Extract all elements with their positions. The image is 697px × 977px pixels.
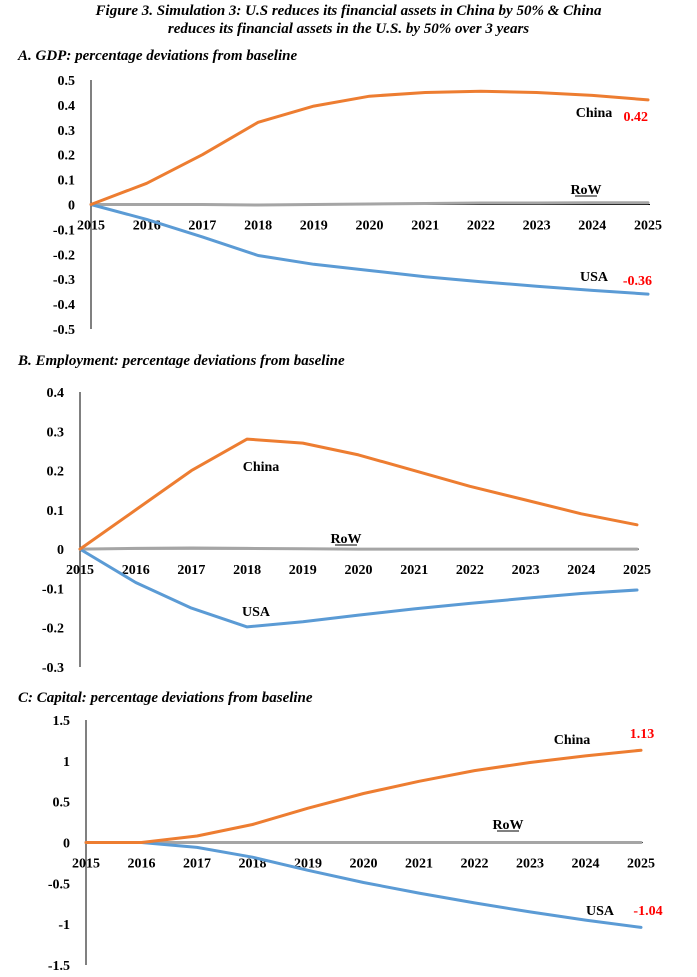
series-label-china: China [576,106,613,121]
series-label-china: China [554,733,591,748]
y-tick-label: 0.3 [58,124,76,139]
gdp-panel-title: A. GDP: percentage deviations from basel… [18,48,298,64]
end-value-label-china: 1.13 [630,727,655,742]
y-tick-label: -0.5 [53,323,75,338]
y-tick-label: 0.4 [47,386,65,401]
x-tick-label: 2023 [512,563,540,578]
series-line-row [89,201,650,207]
y-tick-label: 0 [57,543,64,558]
x-tick-label: 2020 [350,857,378,872]
series-label-row: RoW [330,532,361,547]
x-tick-label: 2017 [183,857,211,872]
x-tick-label: 2025 [623,563,651,578]
x-tick-label: 2022 [456,563,484,578]
series-line-china [89,89,650,206]
x-tick-label: 2015 [66,563,94,578]
y-tick-label: -0.5 [48,877,70,892]
series-label-row: RoW [570,183,601,198]
series-line-usa [89,203,650,296]
y-tick-label: 1.5 [53,714,71,729]
y-tick-label: 0.5 [58,74,76,89]
x-tick-label: 2021 [411,219,439,234]
figure-title-line-2: reduces its financial assets in the U.S.… [167,21,530,37]
x-tick-label: 2025 [634,219,662,234]
series-line-china [84,748,643,844]
y-tick-label: -0.2 [42,622,64,637]
x-tick-label: 2022 [467,219,495,234]
series-line-usa [84,841,643,929]
x-tick-label: 2019 [289,563,317,578]
series-line-usa [78,547,639,629]
employment-panel-title: B. Employment: percentage deviations fro… [18,353,345,369]
x-tick-label: 2022 [461,857,489,872]
x-tick-label: 2018 [244,219,272,234]
x-tick-label: 2017 [177,563,205,578]
x-tick-label: 2017 [188,219,216,234]
series-label-row: RoW [492,818,523,833]
x-tick-label: 2024 [567,563,595,578]
capital-panel-title: C: Capital: percentage deviations from b… [18,690,313,706]
series-label-usa: USA [586,904,615,919]
x-tick-label: 2021 [400,563,428,578]
x-tick-label: 2024 [578,219,606,234]
x-tick-label: 2024 [572,857,600,872]
y-tick-label: -0.3 [53,273,75,288]
x-tick-label: 2019 [300,219,328,234]
series-label-usa: USA [580,270,609,285]
y-tick-label: -0.1 [42,582,64,597]
y-tick-label: 0.1 [58,174,76,189]
y-tick-label: -1.5 [48,959,70,974]
y-tick-label: 0.3 [47,425,65,440]
x-tick-label: 2023 [516,857,544,872]
x-tick-label: 2020 [345,563,373,578]
series-label-china: China [243,460,280,475]
x-tick-label: 2023 [523,219,551,234]
end-value-label-usa: -0.36 [623,274,652,289]
end-value-label-usa: -1.04 [633,904,662,919]
y-tick-label: 0.1 [47,504,65,519]
series-label-usa: USA [242,605,271,620]
employment-chart: 0.4 0.3 0.2 0.1 0 -0.1 -0.2 -0.3 2015 2016 2017 201… [42,386,651,676]
x-tick-label: 2025 [627,857,655,872]
y-tick-label: -1 [58,918,70,933]
y-tick-label: -0.3 [42,661,64,676]
gdp-chart: 0.5 0.4 0.3 0.2 0.1 0 -0.1 -0.2 -0.3 -0.4 -0.5 2015… [53,74,662,338]
x-tick-label: 2018 [233,563,261,578]
figure-title-line-1: Figure 3. Simulation 3: U.S reduces its … [95,3,602,19]
x-tick-label: 2016 [122,563,150,578]
y-tick-label: 0.5 [53,796,71,811]
x-tick-label: 2020 [356,219,384,234]
series-line-china [78,437,639,551]
y-tick-label: -0.1 [53,223,75,238]
x-tick-label: 2016 [128,857,156,872]
series-line-row [78,546,639,551]
y-tick-label: 0 [68,199,75,214]
y-tick-label: 0 [63,837,70,852]
y-tick-label: 0.4 [58,99,76,114]
y-tick-label: 1 [63,755,70,770]
y-tick-label: -0.4 [53,298,75,313]
x-tick-label: 2021 [405,857,433,872]
y-tick-label: 0.2 [47,465,65,480]
figure-title: Figure 3. Simulation 3: U.S reduces its … [0,2,697,38]
y-tick-label: 0.2 [58,149,76,164]
x-tick-label: 2015 [72,857,100,872]
y-tick-label: -0.2 [53,248,75,263]
x-tick-label: 2015 [77,219,105,234]
end-value-label-china: 0.42 [624,110,649,125]
